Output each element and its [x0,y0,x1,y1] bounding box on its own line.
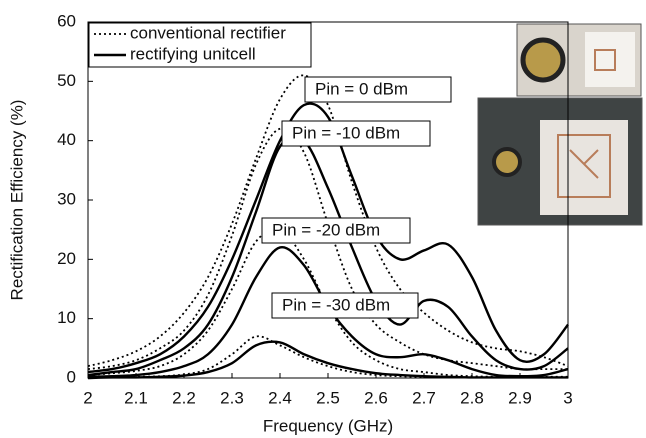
y-tick-label: 0 [67,367,76,386]
annotation-box [281,120,431,147]
legend-box [88,22,312,68]
annotation-box [271,292,419,319]
y-tick-label: 30 [57,189,76,208]
line-series [87,102,569,374]
x-tick-label: 2 [83,388,92,407]
y-tick-label: 10 [57,308,76,327]
x-tick-label: 2.1 [124,388,148,407]
y-axis-title: Rectification Efficiency (%) [7,100,26,301]
x-tick-label: 2.8 [460,388,484,407]
x-tick-label: 2.4 [268,388,292,407]
x-tick-label: 2.2 [172,388,196,407]
legend: conventional rectifier rectifying unitcel… [88,22,312,68]
photo-inset-small [516,23,642,97]
line-series [87,127,568,371]
x-tick-label: 2.3 [220,388,244,407]
x-tick-label: 2.9 [508,388,532,407]
y-tick-label: 50 [57,71,76,90]
annotation-box [261,217,411,244]
line-series [87,340,569,380]
annotation-box [304,76,452,103]
x-tick-label: 2.6 [364,388,388,407]
annotation: Pin = -10 dBm [292,123,400,142]
y-tick-label: 60 [57,11,76,30]
y-tick-label: 20 [57,249,76,268]
y-tick-label: 40 [57,130,76,149]
annotation: Pin = -20 dBm [272,220,380,239]
photo-inset-large [477,97,643,226]
line-series [87,74,569,368]
legend-label: rectifying unitcell [130,44,256,63]
annotation: Pin = -30 dBm [282,295,390,314]
x-tick-label: 2.5 [316,388,340,407]
x-tick-label: 3 [563,388,572,407]
legend-label: conventional rectifier [130,23,286,42]
x-axis-title: Frequency (GHz) [263,416,393,435]
line-series [87,135,569,377]
x-tick-label: 2.7 [412,388,436,407]
annotation: Pin = 0 dBm [315,79,408,98]
